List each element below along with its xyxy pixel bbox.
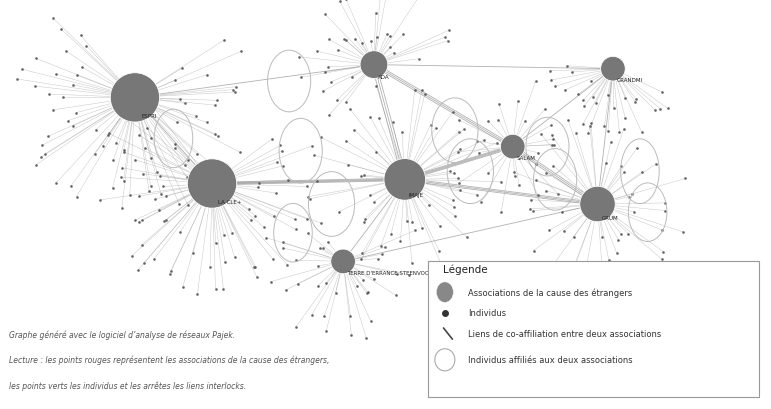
Text: GRANDMI: GRANDMI bbox=[617, 78, 643, 83]
Text: les points verts les individus et les arrêtes les liens interlocks.: les points verts les individus et les ar… bbox=[9, 381, 247, 390]
Ellipse shape bbox=[601, 57, 625, 82]
Ellipse shape bbox=[331, 249, 355, 274]
Ellipse shape bbox=[436, 282, 453, 303]
Text: GRUM: GRUM bbox=[601, 216, 618, 220]
Ellipse shape bbox=[187, 160, 237, 209]
Text: Liens de co-affiliation entre deux associations: Liens de co-affiliation entre deux assoc… bbox=[468, 329, 662, 338]
FancyBboxPatch shape bbox=[428, 262, 759, 397]
Text: Individus affiliés aux deux associations: Individus affiliés aux deux associations bbox=[468, 355, 633, 364]
Text: SALAM: SALAM bbox=[517, 155, 535, 160]
Text: Légende: Légende bbox=[443, 263, 488, 274]
Ellipse shape bbox=[384, 159, 426, 201]
Text: LA CLE+: LA CLE+ bbox=[218, 200, 241, 204]
Text: ESPRI: ESPRI bbox=[141, 114, 157, 119]
Ellipse shape bbox=[360, 52, 388, 79]
Text: TERRE D'ERRANCE STEENVOORDE: TERRE D'ERRANCE STEENVOORDE bbox=[347, 270, 440, 275]
Text: Graphe généré avec le logiciel d’analyse de réseaux Pajek.: Graphe généré avec le logiciel d’analyse… bbox=[9, 329, 235, 339]
Text: Associations de la cause des étrangers: Associations de la cause des étrangers bbox=[468, 288, 632, 297]
Text: Lecture : les points rouges représentent les associations de la cause des étrang: Lecture : les points rouges représentent… bbox=[9, 355, 330, 364]
Ellipse shape bbox=[110, 74, 160, 123]
Ellipse shape bbox=[500, 135, 525, 160]
Text: ADA: ADA bbox=[378, 75, 389, 80]
Text: IMAJE: IMAJE bbox=[409, 192, 423, 197]
Ellipse shape bbox=[580, 187, 615, 222]
Text: Individus: Individus bbox=[468, 308, 506, 317]
